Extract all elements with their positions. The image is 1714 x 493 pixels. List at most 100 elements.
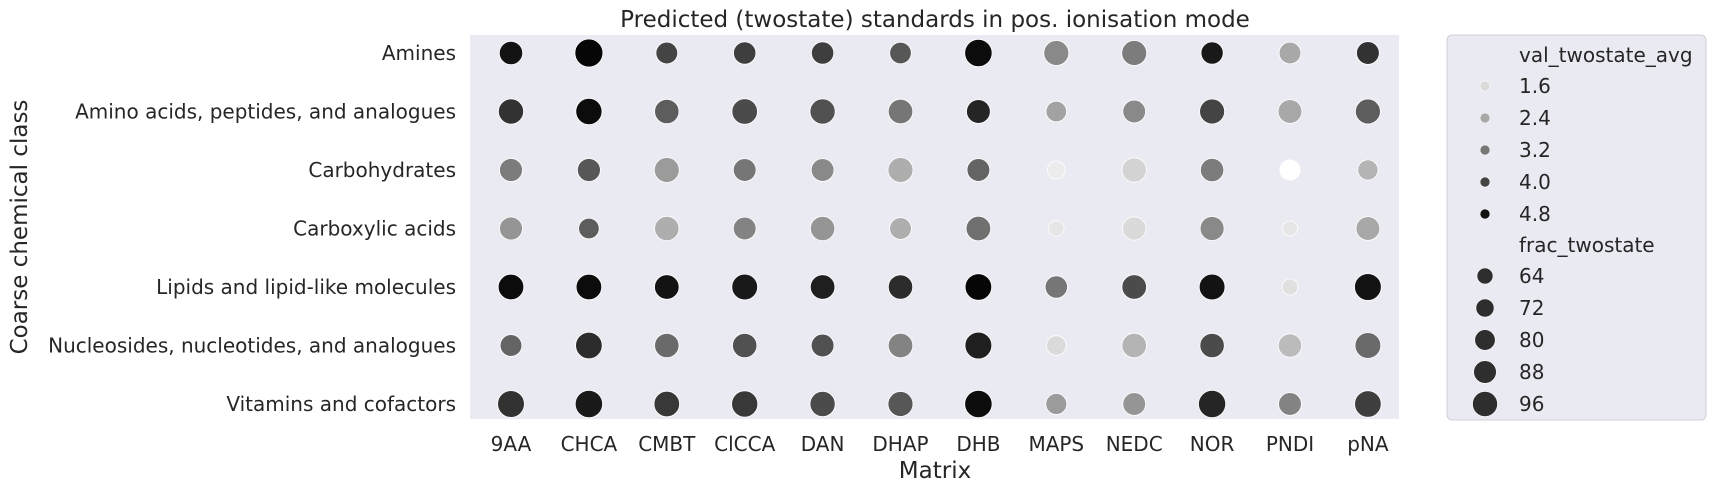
legend-size-marker <box>1473 360 1497 384</box>
data-point <box>499 334 523 357</box>
data-point <box>964 389 993 419</box>
legend-hue-label: 4.0 <box>1519 170 1551 194</box>
y-tick-label: Nucleosides, nucleotides, and analogues <box>48 334 456 358</box>
data-point <box>1048 220 1065 237</box>
plot-area <box>470 35 1399 419</box>
data-point <box>497 390 525 418</box>
data-point <box>1122 392 1146 416</box>
data-point <box>1122 99 1146 124</box>
data-point <box>1354 332 1382 359</box>
data-point <box>732 158 757 182</box>
data-point <box>1282 220 1298 237</box>
data-point <box>1199 216 1225 241</box>
y-tick-label: Amines <box>382 41 456 65</box>
data-point <box>1047 160 1066 180</box>
data-point <box>887 157 914 183</box>
data-point <box>1198 273 1226 301</box>
legend-hue-marker <box>1479 112 1491 124</box>
data-point <box>889 217 912 240</box>
data-point <box>654 274 680 300</box>
data-point <box>732 332 758 359</box>
data-point <box>653 157 680 183</box>
data-point <box>1121 157 1147 183</box>
data-point <box>809 98 836 125</box>
y-tick-labels: Amines Amino acids, peptides, and analogu… <box>48 41 456 416</box>
data-point <box>577 158 601 182</box>
data-point <box>654 332 680 359</box>
data-point <box>578 217 600 240</box>
legend-hue-marker <box>1479 80 1491 92</box>
data-point <box>1199 332 1225 359</box>
y-axis-label: Coarse chemical class <box>7 100 33 355</box>
data-point <box>654 215 680 242</box>
data-point <box>1355 216 1381 241</box>
data-point <box>1281 278 1299 296</box>
x-axis-label: Matrix <box>899 458 971 484</box>
legend-hue-label: 3.2 <box>1519 138 1551 162</box>
data-point <box>964 273 993 301</box>
data-point <box>1046 335 1067 356</box>
legend-size-label: 80 <box>1519 328 1544 352</box>
data-point <box>1354 273 1382 301</box>
x-tick-label: MAPS <box>1028 432 1084 456</box>
data-point <box>1198 389 1227 418</box>
data-point <box>887 332 914 359</box>
data-point <box>887 98 914 125</box>
data-point <box>731 98 758 125</box>
data-point <box>732 216 757 241</box>
legend: val_twostate_avg 1.6 2.4 3.2 4.0 4.8 frac_tw… <box>1446 34 1707 421</box>
x-tick-label: DAN <box>801 432 845 456</box>
legend-size-marker <box>1474 329 1496 351</box>
data-point <box>810 333 835 358</box>
data-point <box>1122 216 1147 241</box>
data-point <box>965 215 992 242</box>
data-point <box>499 216 523 241</box>
y-tick-label: Lipids and lipid-like molecules <box>156 275 456 299</box>
data-point <box>809 215 836 242</box>
data-point <box>499 158 523 182</box>
legend-frame <box>1446 34 1707 421</box>
legend-size-marker <box>1475 298 1495 318</box>
data-point <box>498 40 524 66</box>
chart-title: Predicted (twostate) standards in pos. i… <box>620 7 1250 33</box>
data-point <box>1044 275 1068 299</box>
data-point <box>1121 332 1147 359</box>
data-point <box>889 41 912 65</box>
data-point <box>810 158 835 182</box>
data-point <box>966 158 991 182</box>
data-point <box>731 273 758 301</box>
data-point <box>1355 98 1381 125</box>
y-tick-label: Carbohydrates <box>308 158 456 182</box>
data-point <box>1356 41 1380 65</box>
data-point <box>887 391 914 417</box>
legend-size-label: 72 <box>1519 296 1544 320</box>
legend-size-marker <box>1472 391 1498 417</box>
data-point <box>1278 41 1302 65</box>
data-point <box>655 41 679 65</box>
data-point <box>575 98 603 126</box>
data-point <box>574 38 604 68</box>
legend-hue-title: val_twostate_avg <box>1519 43 1693 67</box>
data-point <box>1357 159 1379 181</box>
data-point <box>654 98 680 125</box>
data-point <box>809 274 836 300</box>
x-tick-label: NOR <box>1190 432 1235 456</box>
data-point <box>1043 40 1070 66</box>
data-point <box>497 98 524 125</box>
y-tick-label: Amino acids, peptides, and analogues <box>75 100 456 124</box>
data-point <box>574 389 604 419</box>
data-point <box>964 38 993 68</box>
data-point <box>1121 274 1147 300</box>
legend-size-label: 96 <box>1519 392 1544 416</box>
data-point <box>731 390 759 418</box>
data-point <box>1279 159 1301 181</box>
x-tick-label: DHB <box>956 432 1000 456</box>
data-point <box>1277 333 1303 358</box>
x-tick-label: pNA <box>1347 432 1389 456</box>
data-point <box>810 41 835 65</box>
data-point <box>575 273 603 301</box>
legend-size-label: 64 <box>1519 264 1544 288</box>
data-point <box>1121 40 1148 66</box>
data-point <box>1045 100 1068 123</box>
